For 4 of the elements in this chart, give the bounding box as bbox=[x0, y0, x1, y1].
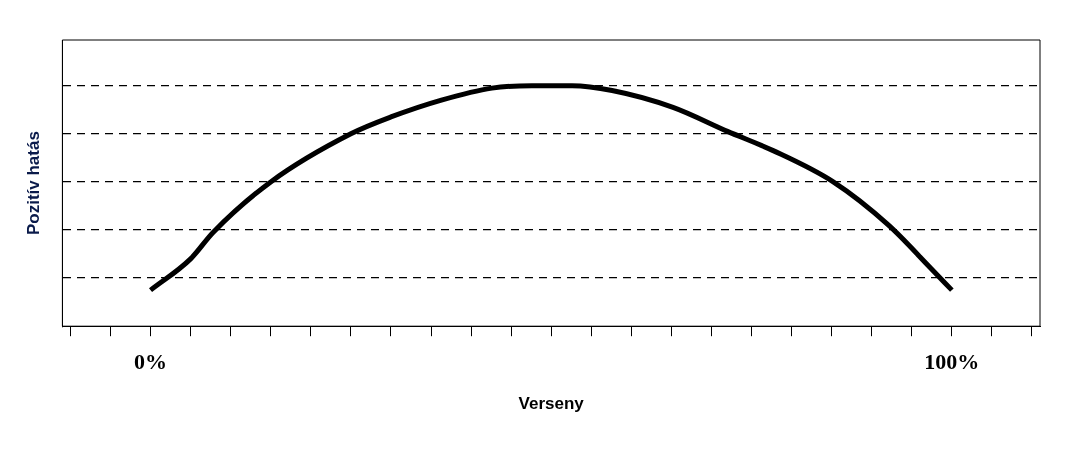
x-tick-label: 100% bbox=[924, 349, 980, 375]
x-tick-label: 0% bbox=[134, 349, 168, 375]
x-axis-title: Verseny bbox=[518, 394, 585, 414]
y-axis-title: Pozitív hatás bbox=[23, 131, 43, 236]
